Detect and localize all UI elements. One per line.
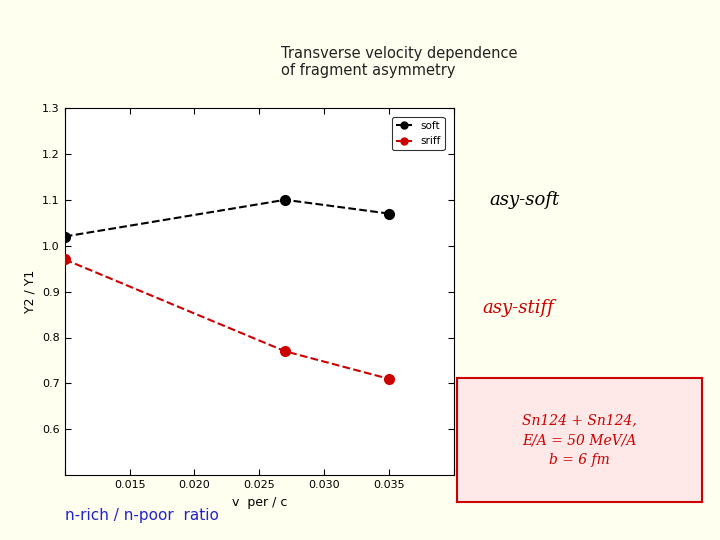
Text: Sn124 + Sn124,
E/A = 50 MeV/A
b = 6 fm: Sn124 + Sn124, E/A = 50 MeV/A b = 6 fm	[522, 414, 637, 467]
X-axis label: v  per / c: v per / c	[232, 496, 287, 509]
Text: n-rich / n-poor  ratio: n-rich / n-poor ratio	[65, 508, 219, 523]
Legend: soft, sriff: soft, sriff	[392, 117, 444, 151]
Text: asy-soft: asy-soft	[490, 191, 560, 209]
Text: Transverse velocity dependence
of fragment asymmetry: Transverse velocity dependence of fragme…	[282, 46, 518, 78]
Text: asy-stiff: asy-stiff	[482, 299, 554, 317]
Y-axis label: Y2 / Y1: Y2 / Y1	[24, 270, 37, 313]
